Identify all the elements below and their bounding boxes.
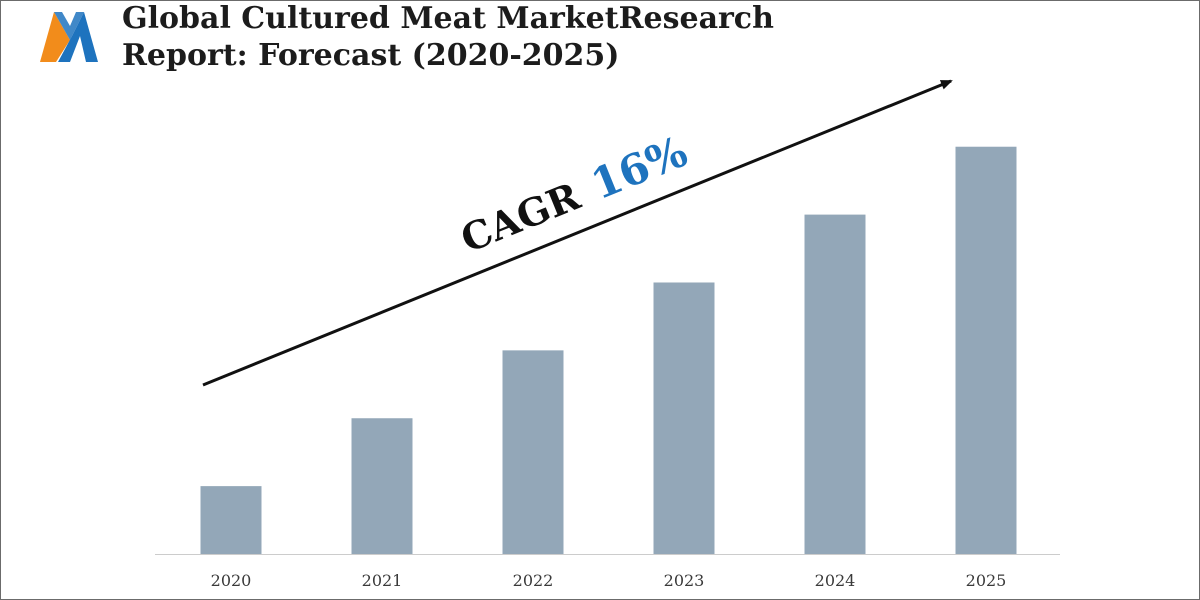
bar-2023 — [653, 282, 715, 554]
chart-title-line-2: Report: Forecast (2020-2025) — [122, 38, 620, 73]
cagr-annotation: CAGR 16% — [453, 127, 694, 263]
bar-series — [200, 146, 1017, 554]
x-tick-label-2024: 2024 — [815, 571, 856, 590]
cagr-label: CAGR — [454, 173, 586, 261]
bar-2024 — [804, 214, 866, 554]
x-tick-label-2023: 2023 — [664, 571, 705, 590]
trend-arrow-icon — [202, 79, 953, 387]
x-axis-ticks: 2020 2021 2022 2023 2024 2025 — [211, 571, 1007, 590]
bar-2022 — [502, 350, 564, 554]
chart-title: Global Cultured Meat MarketResearch Repo… — [122, 0, 774, 74]
x-tick-label-2025: 2025 — [966, 571, 1007, 590]
cagr-value: 16% — [584, 127, 694, 209]
bar-2025 — [955, 146, 1017, 554]
x-tick-label-2020: 2020 — [211, 571, 252, 590]
company-logo-icon — [40, 12, 98, 62]
chart-title-line-1: Global Cultured Meat MarketResearch — [122, 1, 774, 36]
bar-2020 — [200, 486, 262, 554]
x-tick-label-2022: 2022 — [513, 571, 554, 590]
x-tick-label-2021: 2021 — [362, 571, 403, 590]
bar-2021 — [351, 418, 413, 554]
